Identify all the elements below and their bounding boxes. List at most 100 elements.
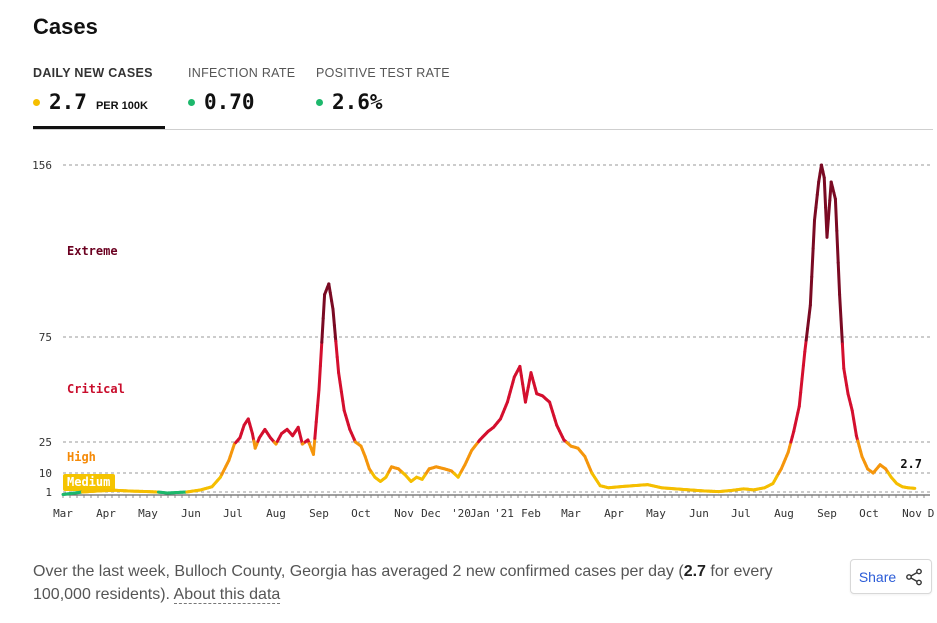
series-line-segment <box>321 293 327 320</box>
x-tick-label: Aug <box>774 507 794 520</box>
status-dot <box>33 99 40 106</box>
x-tick-label: Apr <box>96 507 116 520</box>
series-line-segment <box>804 327 810 342</box>
zone-label: Extreme <box>67 244 118 258</box>
tab-value: 0.70 <box>204 90 255 114</box>
y-tick-label: 75 <box>39 331 52 344</box>
tab-label: POSITIVE TEST RATE <box>316 66 450 80</box>
series-line-segment <box>801 350 807 367</box>
x-tick-label: Jan <box>470 507 490 520</box>
x-tick-label: Jun <box>689 507 709 520</box>
series-line-segment <box>813 205 818 222</box>
description-value: 2.7 <box>683 563 706 580</box>
series-line-segment <box>316 388 321 408</box>
series-line-segment <box>521 382 526 395</box>
series-line-segment <box>318 340 324 368</box>
series-line-segment <box>334 339 339 359</box>
series-line-segment <box>799 377 804 395</box>
series-line-segment <box>814 193 819 209</box>
x-tick-label: Jul <box>731 507 751 520</box>
x-tick-label: Aug <box>266 507 286 520</box>
y-tick-label: 25 <box>39 436 52 449</box>
y-tick-label: 156 <box>32 159 52 172</box>
series-line-segment <box>332 323 338 343</box>
share-button[interactable]: Share <box>850 559 932 594</box>
series-line-segment <box>811 218 817 251</box>
x-tick-label: Feb <box>521 507 541 520</box>
x-tick-label: May <box>646 507 666 520</box>
x-tick-label: Oct <box>859 507 879 520</box>
active-tab-indicator <box>33 126 165 129</box>
last-value-label: 2.7 <box>900 457 922 471</box>
series-line-segment <box>822 176 828 209</box>
tab-daily-new-cases[interactable]: DAILY NEW CASES 2.7 PER 100K <box>33 66 165 129</box>
series-line-segment <box>815 180 821 197</box>
x-tick-label: Sep <box>309 507 329 520</box>
series-line-segment <box>335 355 341 375</box>
x-tick-label: Jul <box>223 507 243 520</box>
description-text-end: for every 100,000 residents). <box>33 563 773 603</box>
series-line-segment <box>833 197 839 233</box>
share-icon <box>906 568 923 585</box>
tab-label: DAILY NEW CASES <box>33 66 153 80</box>
series-line-segment <box>320 316 325 344</box>
tab-label: INFECTION RATE <box>188 66 296 80</box>
series-line-segment <box>331 307 336 327</box>
share-label: Share <box>858 568 897 585</box>
series-line-segment <box>806 315 811 331</box>
tab-infection-rate[interactable]: INFECTION RATE 0.70 <box>188 66 295 114</box>
zone-label: Medium <box>67 475 110 489</box>
series-line-segment <box>519 373 525 386</box>
x-tick-label: Sep <box>817 507 837 520</box>
series-line-segment <box>836 261 842 297</box>
x-tick-label: Mar <box>561 507 581 520</box>
tab-value: 2.7 <box>49 90 87 114</box>
status-dot <box>188 99 195 106</box>
y-tick-label: 10 <box>39 467 52 480</box>
x-tick-label: Jun <box>181 507 201 520</box>
series-line-segment <box>826 198 832 221</box>
x-tick-label: '20 <box>451 507 471 520</box>
zone-label: High <box>67 450 96 464</box>
series-line-segment <box>314 404 320 424</box>
x-tick-label: May <box>138 507 158 520</box>
x-tick-label: D <box>928 507 935 520</box>
x-tick-label: '21 <box>494 507 514 520</box>
cases-chart: 1 10 25 75 156 Extreme Critical High Medium Mar Ap… <box>32 159 935 520</box>
zone-label: Critical <box>67 382 125 396</box>
x-tick-label: Nov <box>394 507 414 520</box>
x-tick-label: Apr <box>604 507 624 520</box>
series-line-segment <box>339 390 345 403</box>
chart-description: Over the last week, Bulloch County, Geor… <box>33 560 793 606</box>
metric-tabs: DAILY NEW CASES 2.7 PER 100K INFECTION R… <box>33 66 933 130</box>
series-line-segment <box>840 342 846 370</box>
zone-badge <box>63 474 115 491</box>
x-tick-label: Oct <box>351 507 371 520</box>
series-line-segment <box>317 364 322 391</box>
y-tick-label: 1 <box>45 486 52 499</box>
series-line-segment <box>338 380 343 394</box>
tab-unit: PER 100K <box>95 100 148 112</box>
series-line-segment <box>797 391 803 408</box>
series-line-segment <box>838 293 843 321</box>
series-line-segment <box>800 363 805 381</box>
series-line-segment <box>825 217 830 239</box>
series-line-segment <box>807 303 812 319</box>
series-line-segment <box>839 317 844 346</box>
series-line-segment <box>313 420 318 440</box>
page-title: Cases <box>33 14 98 39</box>
description-text: Over the last week, Bulloch County, Geor… <box>33 563 684 580</box>
x-tick-label: Dec <box>421 507 441 520</box>
x-tick-label: Mar <box>53 507 73 520</box>
tab-positive-test-rate[interactable]: POSITIVE TEST RATE 2.6% <box>316 66 450 114</box>
series-line-segment <box>337 371 342 384</box>
series-line-segment <box>835 229 840 265</box>
about-data-link[interactable]: About this data <box>173 586 281 604</box>
series-line-segment <box>341 399 346 412</box>
series-line-segment <box>518 364 523 377</box>
series-line-segment <box>311 436 317 456</box>
x-tick-label: Nov <box>902 507 922 520</box>
tab-value: 2.6% <box>332 90 383 114</box>
status-dot <box>316 99 323 106</box>
series-line-segment <box>810 247 815 279</box>
